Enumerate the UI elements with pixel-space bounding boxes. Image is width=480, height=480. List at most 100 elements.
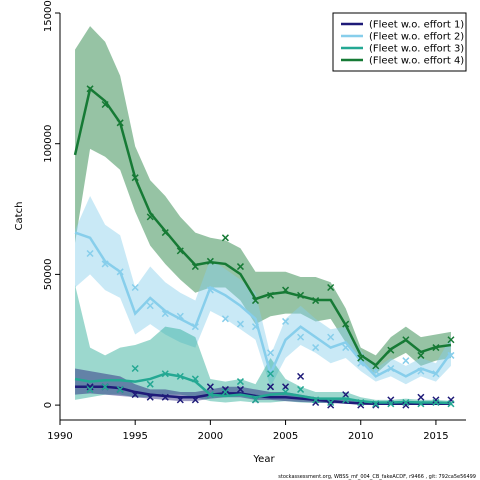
observed-marker	[432, 370, 440, 378]
observed-marker	[86, 383, 94, 391]
observed-marker	[86, 385, 94, 393]
observed-marker	[327, 401, 335, 409]
observed-marker	[447, 351, 455, 359]
observed-marker	[236, 378, 244, 386]
markers	[86, 85, 455, 409]
observed-marker	[161, 370, 169, 378]
observed-marker	[176, 396, 184, 404]
observed-marker	[432, 396, 440, 404]
observed-marker	[402, 401, 410, 409]
observed-marker	[447, 336, 455, 344]
observed-marker	[266, 370, 275, 378]
x-tick-label: 1990	[47, 431, 72, 442]
observed-marker	[116, 385, 124, 393]
observed-marker	[251, 323, 260, 331]
observed-marker	[282, 383, 290, 391]
legend-label: (Fleet w.o. effort 3)	[369, 44, 464, 55]
observed-marker	[327, 398, 335, 407]
observed-marker	[116, 268, 124, 276]
observed-marker	[357, 354, 365, 362]
observed-marker	[101, 260, 109, 268]
observed-marker	[417, 393, 425, 401]
y-tick-label: 0	[43, 402, 54, 408]
observed-marker	[432, 398, 440, 407]
observed-marker	[176, 372, 184, 380]
observed-marker	[221, 315, 229, 323]
observed-marker	[266, 291, 275, 299]
x-tick-label: 2000	[198, 431, 223, 442]
observed-marker	[191, 323, 199, 331]
observed-marker	[372, 400, 380, 408]
observed-marker	[432, 344, 440, 352]
observed-marker	[86, 85, 94, 93]
observed-marker	[146, 213, 154, 221]
observed-marker	[357, 401, 365, 409]
x-tick-label: 2015	[423, 431, 448, 442]
observed-marker	[372, 362, 380, 370]
observed-marker	[387, 400, 395, 408]
observed-marker	[312, 344, 320, 352]
observed-marker	[357, 359, 365, 367]
observed-marker	[131, 391, 139, 399]
observed-marker	[251, 297, 260, 305]
observed-marker	[131, 283, 139, 292]
observed-marker	[266, 349, 275, 357]
observed-marker	[161, 393, 169, 401]
legend-label: (Fleet w.o. effort 4)	[369, 56, 464, 67]
observed-marker	[402, 336, 410, 344]
axes: 1990 1995 2000 2005 2010 2015 0 50000 100000 1500…	[43, 0, 466, 442]
confidence-band	[75, 26, 451, 374]
y-tick-label: 150000	[43, 0, 54, 32]
observed-marker	[146, 380, 154, 388]
x-axis-label: Year	[252, 454, 275, 465]
observed-marker	[221, 234, 229, 242]
legend: (Fleet w.o. effort 1)(Fleet w.o. effort …	[332, 12, 467, 72]
observed-marker	[312, 297, 320, 305]
observed-marker	[312, 398, 320, 407]
observed-marker	[266, 383, 275, 391]
x-tick-label: 2005	[273, 431, 298, 442]
observed-marker	[206, 257, 214, 265]
observed-marker	[342, 320, 350, 328]
observed-marker	[342, 396, 350, 404]
observed-marker	[372, 401, 380, 409]
observed-marker	[251, 396, 260, 404]
x-tick-label: 2010	[348, 431, 373, 442]
observed-marker	[206, 286, 214, 294]
observed-marker	[387, 364, 395, 373]
observed-marker	[417, 367, 425, 375]
observed-marker	[417, 400, 425, 408]
observed-marker	[131, 364, 139, 373]
observed-marker	[327, 283, 335, 292]
observed-marker	[146, 302, 154, 310]
observed-marker	[206, 383, 214, 391]
observed-marker	[221, 388, 229, 396]
observed-marker	[327, 333, 335, 341]
observed-marker	[297, 372, 305, 380]
observed-marker	[191, 396, 199, 404]
observed-marker	[357, 398, 365, 407]
observed-marker	[297, 333, 305, 341]
observed-marker	[297, 385, 305, 393]
observed-marker	[282, 286, 290, 294]
observed-marker	[297, 291, 305, 299]
observed-marker	[282, 388, 290, 396]
footer: stockassessment.org, WBSS_mf_004_CB_fake…	[278, 474, 476, 480]
y-tick-label: 100000	[43, 125, 54, 163]
observed-marker	[176, 312, 184, 320]
observed-marker	[146, 393, 154, 401]
legend-label: (Fleet w.o. effort 2)	[369, 32, 464, 43]
legend-box	[332, 12, 467, 72]
legend-label: (Fleet w.o. effort 1)	[369, 20, 464, 31]
observed-marker	[372, 367, 380, 375]
observed-marker	[447, 400, 455, 408]
observed-marker	[402, 357, 410, 365]
observed-marker	[236, 385, 244, 393]
observed-marker	[191, 263, 199, 271]
observed-marker	[191, 375, 199, 383]
observed-marker	[417, 351, 425, 359]
observed-marker	[402, 398, 410, 407]
series-line	[74, 231, 452, 378]
observed-marker	[312, 396, 320, 404]
